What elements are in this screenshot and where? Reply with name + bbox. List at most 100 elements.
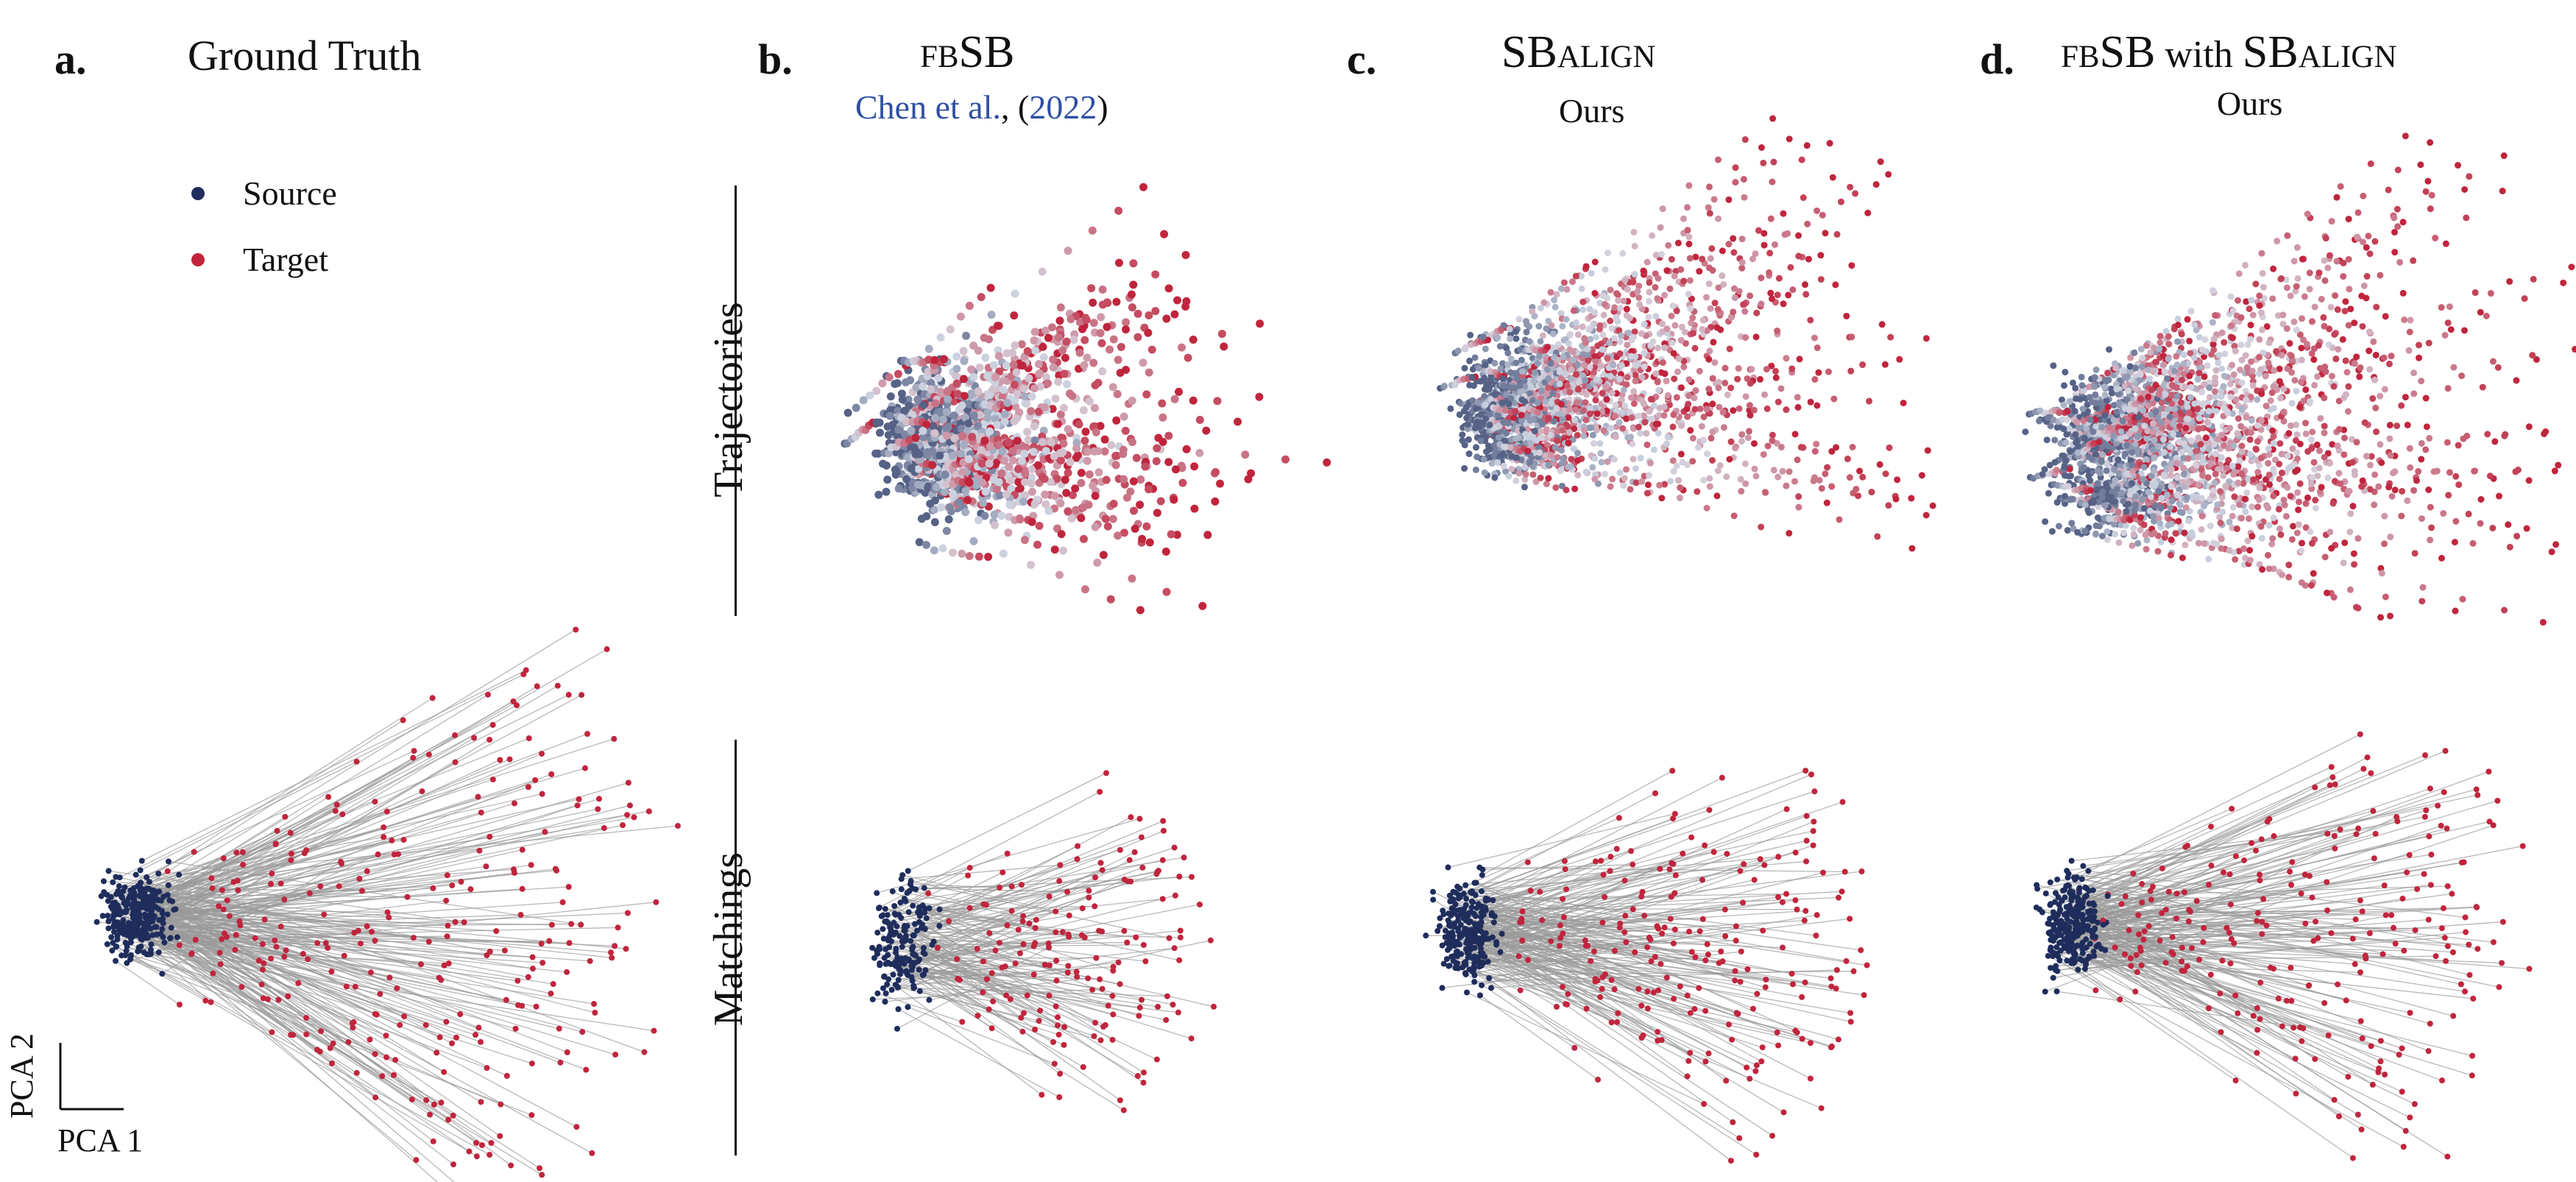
trajectory-point — [957, 450, 966, 459]
trajectory-point — [1612, 401, 1619, 408]
target-point — [427, 1111, 434, 1118]
trajectory-point — [2209, 287, 2217, 294]
matching-line — [149, 927, 447, 1022]
trajectory-point — [1189, 396, 1197, 405]
trajectory-point — [1560, 455, 1567, 462]
matching-line — [136, 902, 563, 932]
trajectory-point — [1178, 343, 1186, 352]
trajectory-point — [1665, 241, 1672, 249]
trajectory-point — [1836, 516, 1843, 523]
target-point — [269, 870, 275, 877]
citation-year[interactable]: 2022 — [1029, 88, 1097, 126]
trajectory-point — [1685, 291, 1692, 298]
matching-line — [138, 922, 375, 941]
trajectory-point — [2367, 160, 2374, 168]
source-point — [165, 882, 171, 888]
trajectory-point — [1004, 528, 1013, 537]
trajectory-point — [2234, 297, 2242, 304]
source-point — [174, 934, 180, 941]
trajectory-point — [1699, 255, 1706, 263]
trajectory-point — [1068, 392, 1077, 400]
trajectory-point — [1147, 345, 1156, 354]
trajectory-point — [1467, 331, 1474, 339]
trajectory-point — [1652, 313, 1660, 320]
trajectory-point — [1689, 458, 1696, 465]
trajectory-point — [1084, 500, 1093, 509]
trajectory-point — [937, 503, 946, 512]
target-point — [478, 810, 484, 816]
trajectory-point — [1668, 312, 1675, 319]
trajectory-point — [1699, 316, 1707, 324]
source-point — [105, 918, 112, 924]
trajectory-point — [1547, 431, 1554, 439]
target-point — [404, 893, 411, 900]
trajectory-point — [1815, 369, 1822, 376]
trajectory-point — [1756, 375, 1763, 383]
trajectory-point — [1480, 456, 1487, 463]
trajectory-point — [1059, 546, 1068, 555]
trajectory-point — [879, 459, 888, 468]
trajectory-point — [1012, 368, 1021, 377]
trajectory-point — [929, 422, 938, 431]
trajectory-point — [1783, 406, 1790, 414]
trajectory-point — [1611, 304, 1618, 311]
trajectory-point — [1707, 255, 1714, 262]
target-point — [548, 771, 555, 778]
trajectory-point — [1738, 438, 1745, 445]
trajectory-point — [1491, 474, 1498, 481]
trajectory-point — [1160, 230, 1169, 238]
trajectory-point — [1711, 300, 1719, 307]
target-point — [508, 1162, 514, 1169]
trajectory-point — [950, 433, 959, 442]
trajectory-point — [910, 443, 919, 452]
trajectory-point — [1750, 406, 1758, 414]
trajectory-point — [915, 538, 924, 547]
target-point — [401, 1013, 408, 1019]
trajectory-point — [955, 498, 963, 507]
trajectory-point — [1077, 514, 1086, 523]
matching-line — [144, 952, 442, 1103]
trajectory-point — [1658, 495, 1666, 502]
trajectory-point — [1663, 378, 1670, 385]
trajectory-point — [1552, 484, 1560, 491]
trajectory-point — [1823, 499, 1830, 506]
target-point — [466, 1148, 473, 1155]
trajectory-point — [1608, 389, 1616, 397]
source-point — [144, 874, 150, 880]
source-point — [137, 867, 144, 874]
trajectory-point — [1512, 477, 1520, 484]
target-point — [538, 941, 545, 947]
trajectory-point — [1648, 415, 1655, 422]
trajectory-point — [1556, 381, 1563, 388]
source-point — [147, 910, 154, 917]
citation-authors[interactable]: Chen et al. — [855, 88, 1001, 126]
trajectory-point — [1685, 400, 1692, 408]
target-point — [478, 1038, 484, 1045]
trajectory-point — [1122, 318, 1130, 327]
trajectory-point — [1508, 465, 1515, 473]
trajectory-point — [1566, 406, 1574, 413]
source-point — [100, 878, 107, 885]
trajectory-point — [1015, 408, 1024, 417]
trajectory-point — [1709, 400, 1716, 408]
source-point — [160, 893, 167, 900]
trajectory-point — [1708, 457, 1716, 464]
trajectory-point — [1058, 346, 1067, 355]
trajectory-point — [1549, 330, 1557, 338]
target-point — [386, 974, 393, 981]
trajectory-point — [1766, 250, 1774, 257]
trajectory-point — [914, 464, 923, 473]
trajectory-point — [1080, 436, 1089, 445]
trajectory-point — [1732, 164, 1739, 171]
target-point — [329, 1060, 336, 1066]
trajectory-point — [1175, 387, 1183, 396]
trajectory-point — [1638, 397, 1646, 404]
trajectory-point — [928, 461, 937, 470]
trajectory-point — [1141, 462, 1150, 471]
trajectory-point — [1607, 372, 1614, 380]
trajectory-point — [1144, 328, 1153, 337]
trajectory-point — [1637, 454, 1644, 461]
trajectory-point — [1109, 335, 1118, 344]
trajectory-point — [1526, 338, 1533, 345]
trajectory-point — [1684, 227, 1691, 234]
